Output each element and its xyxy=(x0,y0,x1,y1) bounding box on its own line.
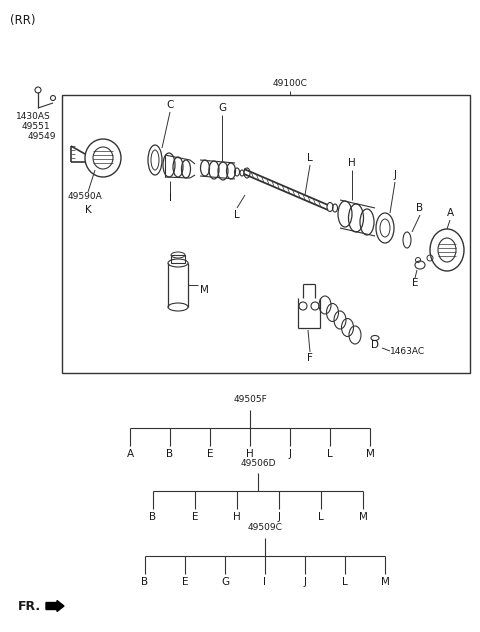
Text: G: G xyxy=(221,577,229,587)
Text: L: L xyxy=(342,577,348,587)
Text: E: E xyxy=(207,449,213,459)
Text: J: J xyxy=(394,170,396,180)
Text: J: J xyxy=(277,512,280,522)
Text: L: L xyxy=(307,153,313,163)
Text: E: E xyxy=(182,577,188,587)
Text: A: A xyxy=(446,208,454,218)
Text: H: H xyxy=(233,512,241,522)
Text: 49590A: 49590A xyxy=(68,192,103,201)
Text: K: K xyxy=(84,205,91,215)
Text: FR.: FR. xyxy=(18,600,41,612)
Text: 49549: 49549 xyxy=(28,132,57,141)
Text: 49505F: 49505F xyxy=(233,396,267,404)
Text: D: D xyxy=(371,340,379,350)
Text: 49506D: 49506D xyxy=(240,458,276,468)
Text: J: J xyxy=(288,449,291,459)
Text: 1430AS: 1430AS xyxy=(16,112,51,121)
Text: L: L xyxy=(327,449,333,459)
Text: 49551: 49551 xyxy=(22,122,50,131)
Text: M: M xyxy=(200,285,209,295)
Text: M: M xyxy=(366,449,374,459)
Text: B: B xyxy=(167,449,174,459)
Bar xyxy=(171,255,185,263)
Text: L: L xyxy=(318,512,324,522)
Text: G: G xyxy=(218,103,226,113)
Text: (RR): (RR) xyxy=(10,14,36,27)
Text: F: F xyxy=(307,353,313,363)
Text: L: L xyxy=(234,210,240,220)
Text: A: A xyxy=(126,449,133,459)
Text: E: E xyxy=(192,512,198,522)
Text: I: I xyxy=(168,193,171,203)
Text: M: M xyxy=(381,577,389,587)
Text: 49509C: 49509C xyxy=(248,523,282,533)
Text: I: I xyxy=(264,577,266,587)
Text: B: B xyxy=(417,203,423,213)
Text: H: H xyxy=(348,158,356,168)
Bar xyxy=(62,95,470,373)
Text: H: H xyxy=(246,449,254,459)
FancyArrow shape xyxy=(46,600,64,612)
Text: B: B xyxy=(149,512,156,522)
Text: 49100C: 49100C xyxy=(273,79,307,88)
Text: B: B xyxy=(142,577,149,587)
Text: 1463AC: 1463AC xyxy=(390,348,425,356)
Text: M: M xyxy=(359,512,367,522)
Text: E: E xyxy=(412,278,418,288)
Text: C: C xyxy=(166,100,174,110)
Text: J: J xyxy=(303,577,307,587)
